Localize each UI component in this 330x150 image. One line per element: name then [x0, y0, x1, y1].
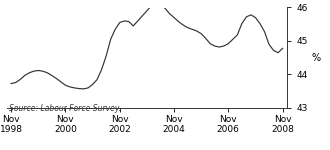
Text: Source: Labour Force Survey.: Source: Labour Force Survey. — [10, 104, 121, 113]
Y-axis label: %: % — [311, 53, 320, 63]
